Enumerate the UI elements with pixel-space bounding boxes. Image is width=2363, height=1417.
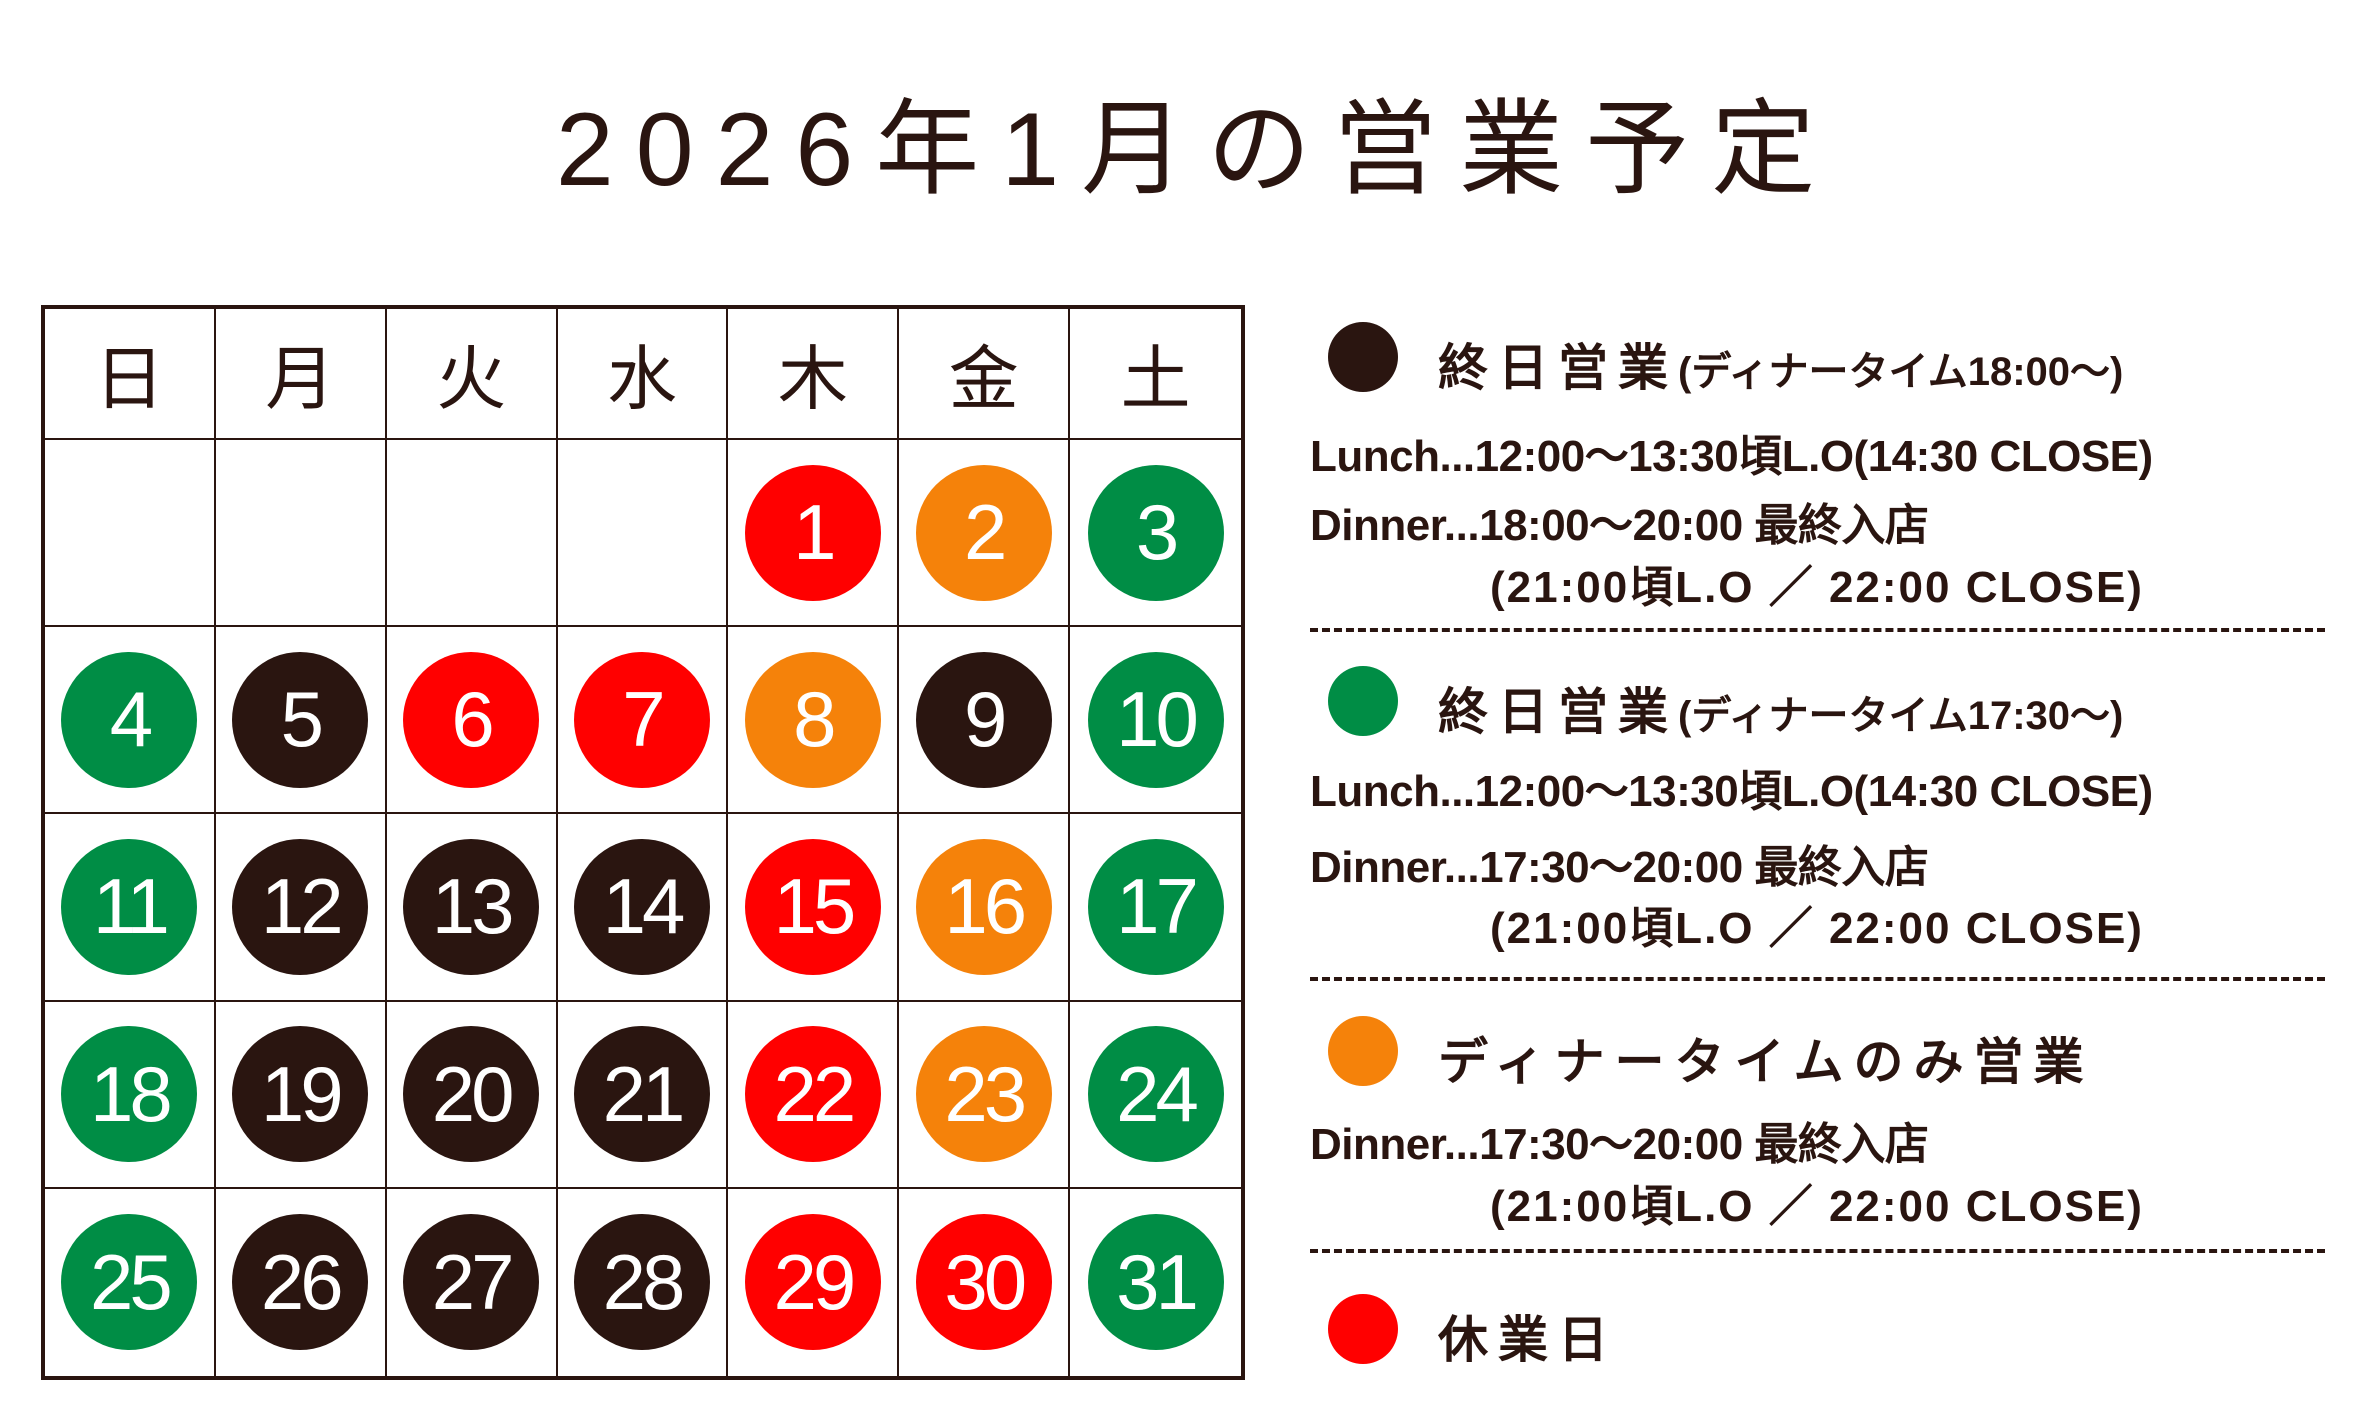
legend-lunch-hours: Lunch...12:00〜13:30頃L.O(14:30 CLOSE) [1310, 432, 2153, 481]
calendar-day-cell: 30 [899, 1188, 1071, 1376]
day-marker-black: 9 [915, 651, 1052, 788]
day-marker-red: 7 [573, 651, 710, 788]
legend-dot-red-icon [1328, 1294, 1398, 1364]
calendar-day-cell: 17 [1070, 814, 1241, 1002]
calendar-day-cell: 24 [1070, 1002, 1241, 1189]
legend-subheading: (ディナータイム18:00〜) [1678, 350, 2124, 394]
legend-dinner-note: (21:00頃L.O ／ 22:00 CLOSE) [1490, 563, 2144, 612]
day-marker-black: 19 [232, 1026, 369, 1163]
day-marker-black: 13 [403, 838, 540, 975]
day-marker-orange: 16 [915, 838, 1052, 975]
legend-lunch-hours: Lunch...12:00〜13:30頃L.O(14:30 CLOSE) [1310, 767, 2153, 816]
calendar-day-cell: 5 [215, 627, 387, 815]
calendar-day-cell: 25 [45, 1188, 216, 1376]
legend-dinner-hours: Dinner...17:30〜20:00 最終入店 [1310, 1120, 1929, 1169]
calendar-day-cell [386, 440, 558, 628]
weekday-header: 日 [45, 309, 216, 440]
day-marker-red: 22 [744, 1026, 881, 1163]
day-marker-green: 4 [61, 651, 198, 788]
day-marker-black: 5 [232, 651, 369, 788]
calendar-day-cell: 11 [45, 814, 216, 1002]
legend-dinner-note: (21:00頃L.O ／ 22:00 CLOSE) [1490, 904, 2144, 953]
calendar-day-cell: 7 [557, 627, 729, 815]
day-marker-black: 20 [403, 1026, 540, 1163]
calendar-day-cell: 26 [216, 1188, 387, 1376]
weekday-header: 火 [386, 309, 558, 440]
page-title: 2026年1月の営業予定 [555, 92, 1838, 208]
calendar-day-cell: 9 [899, 627, 1071, 815]
day-marker-red: 6 [403, 651, 540, 788]
legend-heading-text: 終日営業 [1438, 684, 1678, 740]
day-marker-green: 17 [1087, 838, 1224, 975]
legend-heading: 終日営業(ディナータイム18:00〜) [1438, 328, 2123, 400]
calendar-day-cell: 16 [899, 814, 1071, 1002]
calendar-day-cell: 21 [557, 1001, 729, 1189]
day-marker-orange: 23 [915, 1026, 1052, 1163]
legend-heading: ディナータイムのみ営業 [1438, 1034, 2094, 1090]
calendar-day-cell: 10 [1070, 627, 1241, 815]
calendar-day-cell: 13 [386, 814, 558, 1002]
calendar-grid: 日月火水木金土 1 2 3 4 5 6 7 8 9 10 11 12 13 14 15 16 17 18 19 20 21… [41, 305, 1245, 1380]
day-marker-black: 28 [573, 1214, 710, 1351]
calendar-day-cell: 23 [899, 1001, 1071, 1189]
day-marker-black: 27 [403, 1214, 540, 1351]
calendar-day-cell [557, 440, 729, 628]
calendar-day-cell: 4 [45, 627, 216, 815]
legend-heading: 休業日 [1438, 1312, 1618, 1368]
day-marker-red: 1 [744, 464, 881, 601]
calendar-day-cell: 19 [215, 1001, 387, 1189]
legend-dot-green-icon [1328, 666, 1398, 736]
day-marker-green: 25 [61, 1214, 198, 1351]
divider [1310, 628, 2325, 632]
day-marker-red: 30 [915, 1214, 1052, 1351]
day-marker-green: 10 [1087, 651, 1224, 788]
calendar-day-cell [215, 440, 387, 628]
day-marker-red: 15 [744, 838, 881, 975]
day-marker-green: 31 [1087, 1214, 1224, 1351]
legend-dot-orange-icon [1328, 1016, 1398, 1086]
weekday-header: 木 [728, 309, 900, 440]
legend: 終日営業(ディナータイム18:00〜) Lunch...12:00〜13:30頃… [1310, 0, 2330, 1417]
day-marker-green: 24 [1087, 1026, 1224, 1163]
calendar-day-cell: 8 [728, 627, 900, 815]
weekday-header: 水 [557, 309, 729, 440]
calendar-day-cell: 12 [215, 814, 387, 1002]
legend-dinner-hours: Dinner...17:30〜20:00 最終入店 [1310, 843, 1929, 892]
legend-dinner-note: (21:00頃L.O ／ 22:00 CLOSE) [1490, 1182, 2144, 1231]
calendar-day-cell: 18 [45, 1001, 216, 1189]
calendar-day-cell: 31 [1070, 1189, 1241, 1376]
legend-dot-black-icon [1328, 322, 1398, 392]
day-marker-red: 29 [744, 1214, 881, 1351]
day-marker-orange: 2 [915, 464, 1052, 601]
legend-heading-text: 終日営業 [1438, 340, 1678, 396]
calendar-day-cell: 28 [558, 1188, 729, 1376]
day-marker-green: 18 [61, 1026, 198, 1163]
weekday-header: 土 [1070, 309, 1241, 440]
calendar-day-cell: 29 [728, 1188, 900, 1376]
legend-dinner-hours: Dinner...18:00〜20:00 最終入店 [1310, 501, 1929, 550]
calendar-day-cell: 2 [899, 440, 1071, 628]
day-marker-green: 3 [1087, 464, 1224, 601]
weekday-header: 金 [899, 309, 1071, 440]
day-marker-black: 21 [573, 1026, 710, 1163]
calendar-day-cell: 22 [728, 1001, 900, 1189]
calendar-day-cell: 14 [557, 814, 729, 1002]
divider [1310, 1249, 2325, 1253]
calendar-day-cell: 1 [728, 440, 900, 628]
day-marker-black: 26 [232, 1214, 369, 1351]
calendar-day-cell [45, 440, 216, 628]
weekday-header: 月 [215, 309, 387, 440]
day-marker-black: 14 [573, 838, 710, 975]
legend-subheading: (ディナータイム17:30〜) [1678, 694, 2124, 738]
divider [1310, 977, 2325, 981]
legend-heading: 終日営業(ディナータイム17:30〜) [1438, 672, 2123, 744]
calendar-day-cell: 15 [728, 814, 900, 1002]
day-marker-black: 12 [232, 838, 369, 975]
calendar-day-cell: 20 [386, 1001, 558, 1189]
calendar-day-cell: 6 [386, 627, 558, 815]
calendar-day-cell: 3 [1070, 440, 1241, 628]
day-marker-orange: 8 [744, 651, 881, 788]
calendar-day-cell: 27 [387, 1188, 558, 1376]
day-marker-green: 11 [61, 838, 198, 975]
